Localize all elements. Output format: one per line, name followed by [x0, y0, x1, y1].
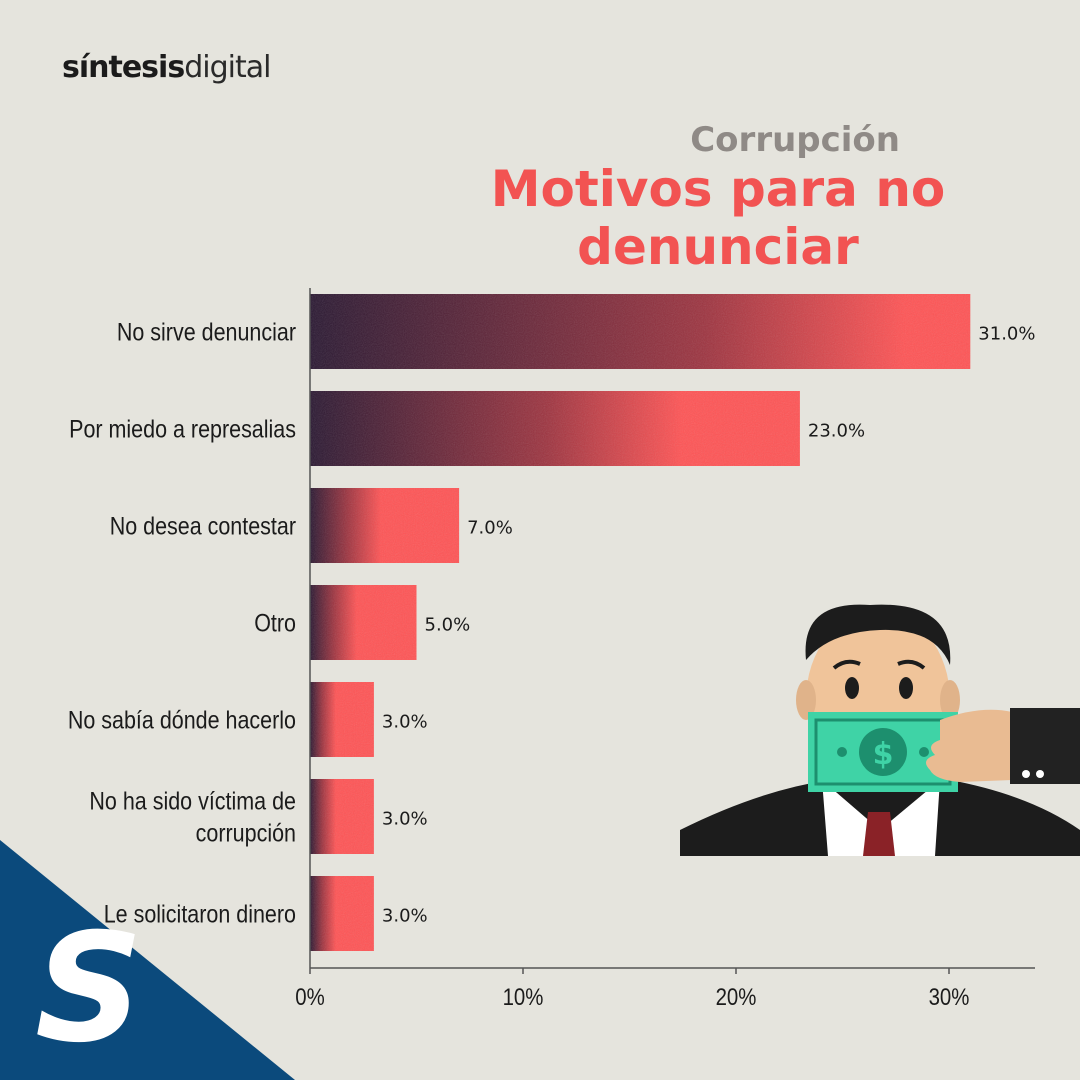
bar-grain-1 — [310, 391, 800, 466]
bar-grain-6 — [310, 876, 374, 951]
sintesis-digital-logo: síntesisdigital — [62, 50, 271, 85]
category-label-2: No desea contestar — [110, 512, 297, 540]
category-label-4: No sabía dónde hacerlo — [68, 706, 296, 734]
corner-s-letter: S — [35, 902, 143, 1076]
category-label-5-line-0: No ha sido víctima de — [89, 787, 296, 815]
x-tick-label-2: 20% — [716, 983, 757, 1010]
logo-light-text: digital — [184, 50, 271, 85]
svg-text:$: $ — [873, 737, 894, 772]
bar-grain-4 — [310, 682, 374, 757]
bar-value-label-3: 5.0% — [425, 615, 471, 636]
bar-grain-5 — [310, 779, 374, 854]
bar-value-label-6: 3.0% — [382, 906, 428, 927]
bar-value-label-1: 23.0% — [808, 421, 865, 442]
x-tick-label-1: 10% — [503, 983, 544, 1010]
bar-grain-3 — [310, 585, 417, 660]
x-tick-label-3: 30% — [929, 983, 970, 1010]
category-label-1: Por miedo a represalias — [69, 415, 296, 443]
logo-bold-text: síntesis — [62, 50, 185, 85]
chart-title: Motivos para no denunciar — [490, 160, 946, 276]
bar-value-label-0: 31.0% — [978, 324, 1035, 345]
bar-value-label-5: 3.0% — [382, 809, 428, 830]
category-label-3: Otro — [254, 609, 296, 637]
bar-value-label-2: 7.0% — [467, 518, 513, 539]
x-tick-label-0: 0% — [295, 983, 324, 1010]
bar-grain-0 — [310, 294, 971, 369]
category-label-0: No sirve denunciar — [117, 318, 296, 346]
category-label-6: Le solicitaron dinero — [104, 900, 296, 928]
bar-grain-2 — [310, 488, 460, 563]
corner-logo: S — [0, 840, 295, 1080]
bar-value-label-4: 3.0% — [382, 712, 428, 733]
chart-subtitle: Corrupción — [690, 120, 900, 160]
category-label-5-line-1: corrupción — [196, 819, 296, 847]
